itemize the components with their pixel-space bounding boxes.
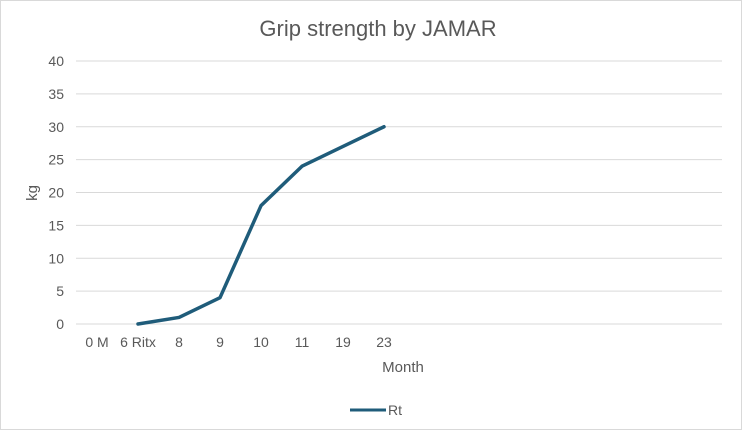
x-tick-4: 10 [253, 334, 269, 350]
series-line-0 [136, 125, 386, 326]
y-tick-35: 35 [48, 86, 64, 102]
y-tick-30: 30 [48, 119, 64, 135]
x-axis-label: Month [382, 359, 424, 376]
x-tick-5: 11 [295, 334, 310, 350]
y-tick-20: 20 [48, 185, 64, 201]
y-tick-labels: 0 5 10 15 20 25 30 35 40 [48, 53, 64, 332]
x-tick-0: 0 M [85, 334, 108, 350]
x-tick-7: 23 [376, 334, 392, 350]
gridlines [76, 60, 722, 325]
chart-title: Grip strength by JAMAR [259, 16, 496, 41]
series-lines [136, 125, 386, 326]
y-tick-5: 5 [56, 283, 64, 299]
y-tick-10: 10 [48, 250, 64, 266]
x-tick-6: 19 [335, 334, 351, 350]
y-tick-25: 25 [48, 152, 64, 168]
y-axis-label: kg [24, 185, 41, 201]
y-tick-15: 15 [48, 217, 64, 233]
x-tick-3: 9 [216, 334, 224, 350]
y-tick-40: 40 [48, 53, 64, 69]
y-tick-0: 0 [56, 316, 64, 332]
x-tick-1: 6 Ritx [120, 334, 156, 350]
legend: Rt [350, 402, 402, 418]
x-tick-2: 8 [175, 334, 183, 350]
legend-label-rt: Rt [388, 402, 402, 418]
x-tick-labels: 0 M 6 Ritx 8 9 10 11 19 23 [85, 334, 392, 350]
